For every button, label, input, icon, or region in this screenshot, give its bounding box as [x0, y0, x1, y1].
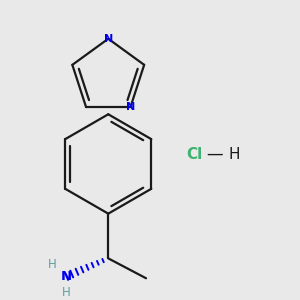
- Text: N: N: [61, 270, 72, 283]
- Text: —: —: [206, 145, 223, 163]
- Text: H: H: [229, 146, 240, 161]
- Text: N: N: [126, 102, 135, 112]
- Text: H: H: [48, 258, 57, 271]
- Text: H: H: [62, 286, 71, 299]
- Text: Cl: Cl: [187, 146, 203, 161]
- Text: N: N: [103, 34, 113, 44]
